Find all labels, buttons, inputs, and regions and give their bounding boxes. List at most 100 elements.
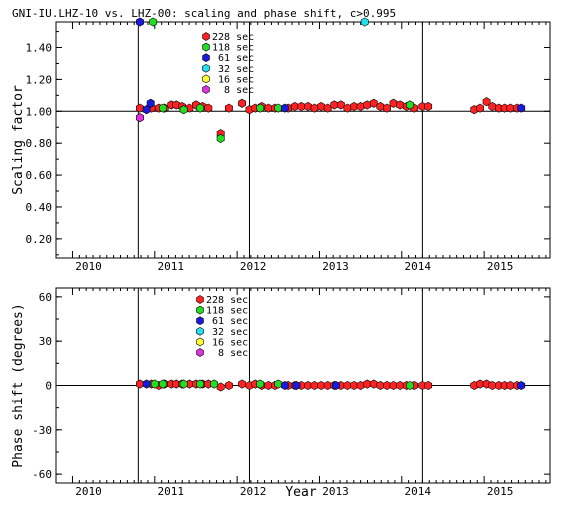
data-point	[343, 380, 352, 391]
series-228-sec	[136, 97, 522, 139]
x-tick-label: 2010	[75, 260, 102, 273]
data-point	[356, 101, 365, 112]
legend-marker	[202, 32, 210, 41]
data-point	[369, 379, 378, 389]
y-axis-label: Phase shift (degrees)	[11, 303, 26, 467]
y-tick-label: 1.40	[26, 42, 53, 55]
legend-marker	[196, 305, 204, 315]
data-point	[331, 380, 340, 391]
data-point	[303, 380, 312, 391]
y-tick-label: 0	[45, 380, 52, 393]
legend-label: 228 sec	[212, 32, 254, 43]
x-tick-label: 2014	[405, 485, 432, 498]
data-point	[274, 379, 283, 389]
data-point	[136, 379, 144, 389]
data-point	[280, 103, 289, 113]
data-point	[142, 379, 151, 389]
x-tick-label: 2015	[487, 260, 514, 273]
x-tick-label: 2014	[405, 260, 432, 273]
data-point	[488, 380, 497, 391]
data-point	[224, 380, 233, 391]
y-axis-label: Scaling factor	[11, 85, 26, 195]
data-point	[136, 17, 144, 27]
data-point	[363, 379, 372, 389]
data-point	[369, 98, 378, 108]
y-tick-label: 60	[39, 291, 52, 304]
legend-marker	[202, 42, 210, 52]
data-point	[264, 103, 273, 113]
legend-marker	[196, 316, 204, 326]
data-point	[159, 379, 167, 389]
y-tick-label: 30	[39, 335, 52, 348]
data-point	[323, 103, 332, 113]
legend-label: 32 sec	[212, 64, 254, 75]
legend-label: 118 sec	[212, 43, 254, 54]
x-tick-label: 2012	[240, 485, 267, 498]
y-tick-label: -30	[32, 424, 52, 437]
legend-label: 16 sec	[206, 337, 248, 348]
data-point	[356, 380, 365, 391]
x-tick-label: 2013	[322, 260, 349, 273]
data-point	[310, 380, 319, 391]
scaling-factor-panel: 0.20 0.40 0.60 0.80 1.00 1.20 1.40 2010 2011 2012…	[11, 17, 551, 273]
series-8-sec	[136, 113, 144, 123]
data-point	[224, 103, 233, 113]
legend-label: 118 sec	[206, 306, 248, 317]
series-61-sec	[142, 379, 526, 391]
data-point	[274, 103, 283, 113]
data-point	[323, 380, 332, 391]
data-point	[482, 379, 491, 389]
data-point	[360, 17, 369, 27]
legend-label: 32 sec	[206, 327, 248, 338]
data-point	[376, 101, 385, 112]
legend-marker	[202, 85, 210, 94]
legend-label: 61 sec	[212, 53, 254, 64]
data-point	[363, 100, 372, 110]
data-point	[506, 103, 515, 113]
y-tick-label: 1.20	[26, 73, 53, 86]
data-point	[238, 379, 247, 389]
y-tick-label: 1.00	[26, 105, 53, 118]
data-point	[396, 100, 405, 110]
y-tick-label: -60	[32, 468, 52, 481]
data-point	[317, 101, 326, 112]
data-point	[517, 103, 526, 113]
x-tick-label: 2011	[158, 485, 185, 498]
data-point	[150, 379, 159, 389]
data-point	[256, 103, 265, 113]
data-point	[136, 113, 144, 123]
x-tick-label: 2013	[322, 485, 349, 498]
legend-marker	[202, 74, 210, 84]
data-point	[396, 380, 405, 391]
data-point	[424, 380, 433, 391]
data-point	[256, 379, 265, 389]
data-point	[482, 97, 491, 107]
data-point	[146, 98, 155, 108]
data-point	[488, 101, 497, 112]
data-point	[196, 103, 205, 113]
data-point	[172, 100, 181, 110]
data-point	[142, 105, 151, 115]
data-point	[350, 101, 358, 112]
plot-frame	[55, 21, 551, 259]
data-point	[310, 103, 319, 113]
legend-label: 228 sec	[206, 295, 248, 306]
data-point	[506, 380, 515, 391]
y-tick-label: 0.40	[26, 201, 53, 214]
legend-marker	[196, 337, 204, 347]
legend-marker	[196, 326, 204, 336]
data-point	[210, 379, 219, 389]
x-tick-label: 2015	[487, 485, 514, 498]
legend-label: 8 sec	[212, 85, 254, 96]
data-point	[297, 101, 306, 112]
data-point	[179, 105, 188, 115]
y-tick-label: 0.20	[26, 233, 53, 246]
data-point	[264, 380, 273, 391]
data-point	[179, 379, 188, 389]
data-point	[424, 101, 433, 112]
x-tick-label: 2011	[158, 260, 185, 273]
data-point	[280, 380, 289, 391]
data-point	[216, 382, 225, 392]
series-118-sec	[150, 379, 414, 391]
data-point	[303, 101, 312, 112]
